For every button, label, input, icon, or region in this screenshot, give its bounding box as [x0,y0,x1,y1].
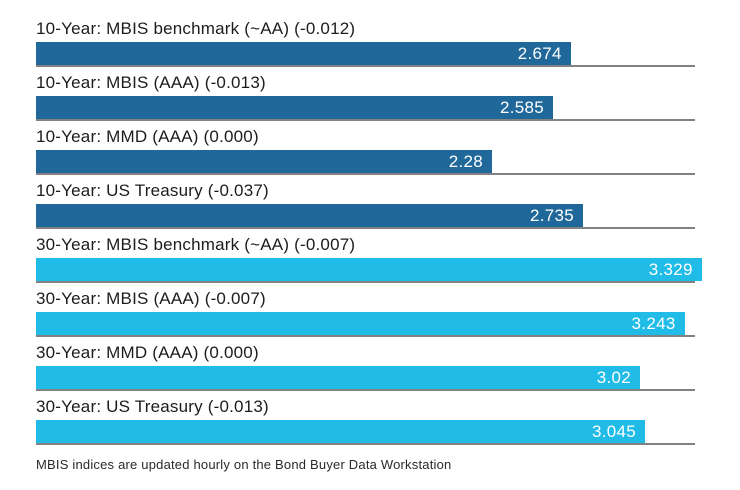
bar-value-label: 2.735 [529,205,574,225]
bar-baseline-track: 2.674 [36,42,695,67]
bar-10-year: 2.735 [36,204,583,227]
bar-baseline-track: 2.735 [36,204,695,229]
chart-row: 10-Year: MBIS (AAA) (-0.013) 2.585 [36,70,695,121]
bar-30-year: 3.243 [36,312,685,335]
bar-30-year: 3.045 [36,420,645,443]
bar-baseline-track: 3.045 [36,420,695,445]
bar-value-label: 3.329 [648,259,693,279]
chart-row: 10-Year: US Treasury (-0.037) 2.735 [36,178,695,229]
bar-value-label: 2.28 [448,151,483,171]
bar-value-label: 2.674 [517,43,562,63]
chart-row: 10-Year: MMD (AAA) (0.000) 2.28 [36,124,695,175]
bar-category-label: 10-Year: MBIS benchmark (~AA) (-0.012) [36,19,356,38]
chart-row: 30-Year: MBIS (AAA) (-0.007) 3.243 [36,286,695,337]
bar-value-label: 2.585 [499,97,544,117]
chart-footnote: MBIS indices are updated hourly on the B… [36,457,452,472]
bar-30-year: 3.02 [36,366,640,389]
bar-category-label: 10-Year: MMD (AAA) (0.000) [36,127,259,146]
bar-category-label: 30-Year: MBIS (AAA) (-0.007) [36,289,266,308]
bar-baseline-track: 2.585 [36,96,695,121]
bar-10-year: 2.585 [36,96,553,119]
chart-row: 30-Year: US Treasury (-0.013) 3.045 [36,394,695,445]
bar-category-label: 10-Year: US Treasury (-0.037) [36,181,269,200]
bar-baseline-track: 3.243 [36,312,695,337]
bar-30-year: 3.329 [36,258,702,281]
bar-baseline-track: 3.329 [36,258,702,283]
chart-row: 10-Year: MBIS benchmark (~AA) (-0.012) 2.… [36,16,695,67]
bar-category-label: 30-Year: MMD (AAA) (0.000) [36,343,259,362]
bar-category-label: 30-Year: US Treasury (-0.013) [36,397,269,416]
bar-10-year: 2.674 [36,42,571,65]
bar-category-label: 10-Year: MBIS (AAA) (-0.013) [36,73,266,92]
bond-yield-bar-chart: 10-Year: MBIS benchmark (~AA) (-0.012) 2.… [36,16,702,445]
chart-row: 30-Year: MMD (AAA) (0.000) 3.02 [36,340,695,391]
bar-value-label: 3.243 [631,313,676,333]
chart-row: 30-Year: MBIS benchmark (~AA) (-0.007) 3.… [36,232,702,283]
bar-baseline-track: 2.28 [36,150,695,175]
bar-category-label: 30-Year: MBIS benchmark (~AA) (-0.007) [36,235,356,254]
bar-baseline-track: 3.02 [36,366,695,391]
bar-10-year: 2.28 [36,150,492,173]
bar-value-label: 3.02 [596,367,631,387]
bar-value-label: 3.045 [591,421,636,441]
